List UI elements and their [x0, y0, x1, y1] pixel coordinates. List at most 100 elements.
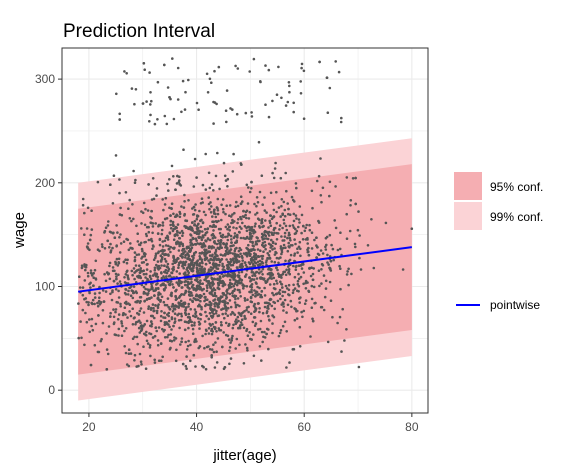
data-point	[113, 321, 116, 324]
data-point	[126, 258, 129, 262]
data-point	[285, 330, 289, 333]
data-point	[255, 204, 258, 208]
data-point	[207, 171, 211, 175]
data-point	[180, 340, 183, 344]
data-point	[286, 303, 290, 307]
data-point	[279, 328, 283, 332]
data-point	[105, 271, 109, 274]
data-point	[238, 260, 241, 263]
data-point	[221, 345, 224, 349]
data-point	[149, 324, 152, 328]
data-point	[252, 354, 256, 358]
data-point	[263, 230, 267, 234]
data-point	[275, 256, 279, 260]
data-point	[354, 176, 357, 180]
data-point	[160, 295, 164, 299]
data-point	[134, 321, 138, 324]
data-point	[189, 233, 192, 236]
data-point	[126, 274, 129, 277]
data-point	[263, 209, 267, 212]
data-point	[174, 294, 177, 298]
data-point	[191, 286, 194, 289]
data-point	[217, 239, 220, 242]
data-point	[241, 221, 244, 225]
data-point	[281, 301, 285, 305]
data-point	[221, 262, 224, 266]
data-point	[248, 331, 251, 334]
data-point	[260, 260, 264, 264]
data-point	[312, 267, 316, 270]
panel-border	[61, 47, 429, 414]
legend-label: 95% conf.	[490, 180, 543, 194]
data-point	[245, 285, 249, 288]
data-point	[197, 284, 201, 288]
data-point	[78, 275, 81, 279]
data-point	[226, 260, 230, 264]
data-point	[124, 327, 128, 330]
data-point	[151, 274, 155, 277]
data-point	[196, 215, 199, 218]
data-point	[182, 247, 186, 251]
data-point	[298, 297, 301, 300]
data-point	[166, 182, 169, 186]
data-point	[159, 314, 163, 318]
data-point	[356, 228, 360, 232]
data-point	[210, 81, 213, 84]
data-point	[203, 227, 207, 231]
data-point	[131, 307, 134, 311]
data-point	[120, 322, 124, 325]
data-point	[237, 218, 240, 221]
data-point	[324, 248, 328, 251]
data-point	[155, 311, 159, 315]
data-point	[250, 111, 253, 114]
data-point	[96, 304, 100, 308]
data-point	[178, 210, 181, 214]
data-point	[210, 354, 213, 357]
data-point	[148, 346, 152, 349]
data-point	[181, 79, 185, 83]
data-point	[273, 167, 277, 170]
data-point	[187, 339, 190, 343]
data-point	[168, 96, 171, 99]
data-point	[288, 236, 292, 240]
data-point	[153, 334, 157, 338]
data-point	[204, 239, 208, 243]
data-point	[156, 118, 159, 121]
data-point	[234, 294, 238, 298]
data-point	[131, 323, 135, 326]
data-point	[168, 325, 171, 329]
data-point	[317, 219, 320, 223]
data-point	[280, 250, 284, 254]
data-point	[190, 320, 193, 324]
data-point	[196, 298, 199, 301]
data-point	[297, 245, 301, 249]
data-point	[217, 314, 221, 317]
data-point	[103, 231, 106, 234]
data-point	[164, 253, 168, 256]
data-point	[96, 180, 100, 184]
data-point	[84, 311, 87, 315]
data-point	[229, 248, 233, 251]
data-point	[161, 327, 164, 331]
data-point	[89, 233, 93, 237]
data-point	[174, 260, 177, 264]
data-point	[285, 366, 288, 369]
data-point	[232, 323, 235, 327]
data-point	[203, 320, 207, 323]
data-point	[249, 257, 253, 261]
data-point	[115, 224, 118, 227]
data-point	[208, 291, 212, 295]
data-point	[229, 258, 232, 261]
data-point	[240, 281, 243, 284]
data-point	[249, 290, 252, 294]
data-point	[204, 328, 208, 332]
data-point	[182, 266, 185, 270]
data-point	[194, 365, 197, 368]
data-point	[236, 67, 240, 70]
data-point	[238, 288, 241, 292]
data-point	[204, 152, 207, 156]
data-point	[150, 239, 154, 243]
data-point	[133, 316, 136, 319]
data-point	[236, 221, 239, 225]
data-point	[281, 294, 284, 298]
